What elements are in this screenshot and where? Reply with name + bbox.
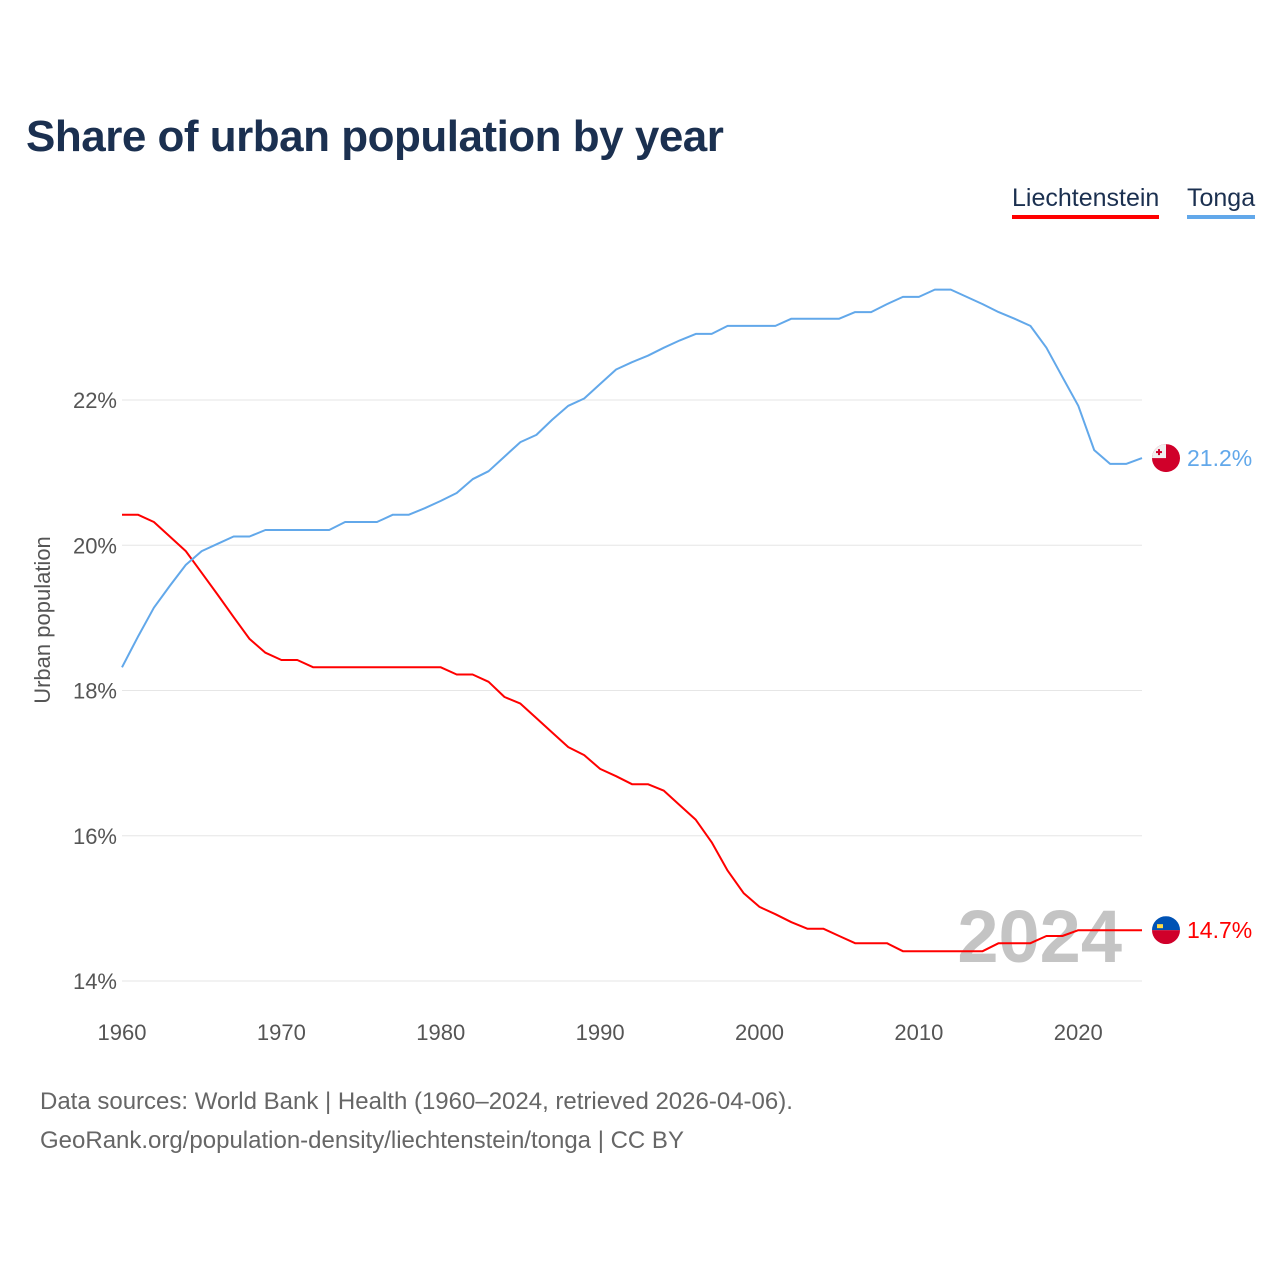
series-line-tonga (121, 288, 1143, 668)
legend-item-liechtenstein[interactable]: Liechtenstein (1012, 184, 1160, 219)
y-axis-label: Urban population (30, 536, 55, 704)
series-line-liechtenstein (122, 513, 1142, 953)
y-tick-label: 16% (73, 824, 117, 849)
x-tick-label: 1970 (257, 1020, 306, 1045)
data-source-note: Data sources: World Bank | Health (1960–… (40, 1088, 793, 1115)
x-tick-label: 2010 (894, 1020, 943, 1045)
y-tick-label: 20% (73, 533, 117, 558)
x-tick-label: 1960 (98, 1020, 147, 1045)
y-tick-label: 18% (73, 679, 117, 704)
end-value-label-tonga: 21.2% (1187, 445, 1252, 471)
x-tick-label: 1990 (576, 1020, 625, 1045)
liechtenstein-flag-icon (1152, 916, 1180, 945)
chart-title: Share of urban population by year (26, 112, 724, 161)
source-link[interactable]: GeoRank.org/population-density/liechtens… (40, 1127, 684, 1154)
legend-item-tonga[interactable]: Tonga (1187, 184, 1256, 219)
y-tick-label: 14% (73, 969, 117, 994)
x-tick-label: 2020 (1054, 1020, 1103, 1045)
year-watermark: 2024 (957, 895, 1122, 978)
y-tick-label: 22% (73, 388, 117, 413)
end-value-label-liechtenstein: 14.7% (1187, 917, 1252, 943)
x-tick-label: 2000 (735, 1020, 784, 1045)
line-chart: 14% 16% 18% 20% 22% 1960 1970 1980 1990 2000 2010 2… (30, 288, 1252, 1045)
tonga-flag-icon (1152, 444, 1180, 473)
x-tick-label: 1980 (416, 1020, 465, 1045)
